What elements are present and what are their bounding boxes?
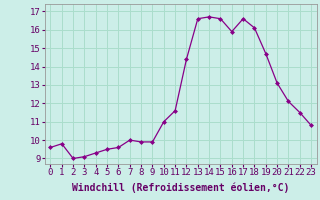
X-axis label: Windchill (Refroidissement éolien,°C): Windchill (Refroidissement éolien,°C) [72, 183, 290, 193]
